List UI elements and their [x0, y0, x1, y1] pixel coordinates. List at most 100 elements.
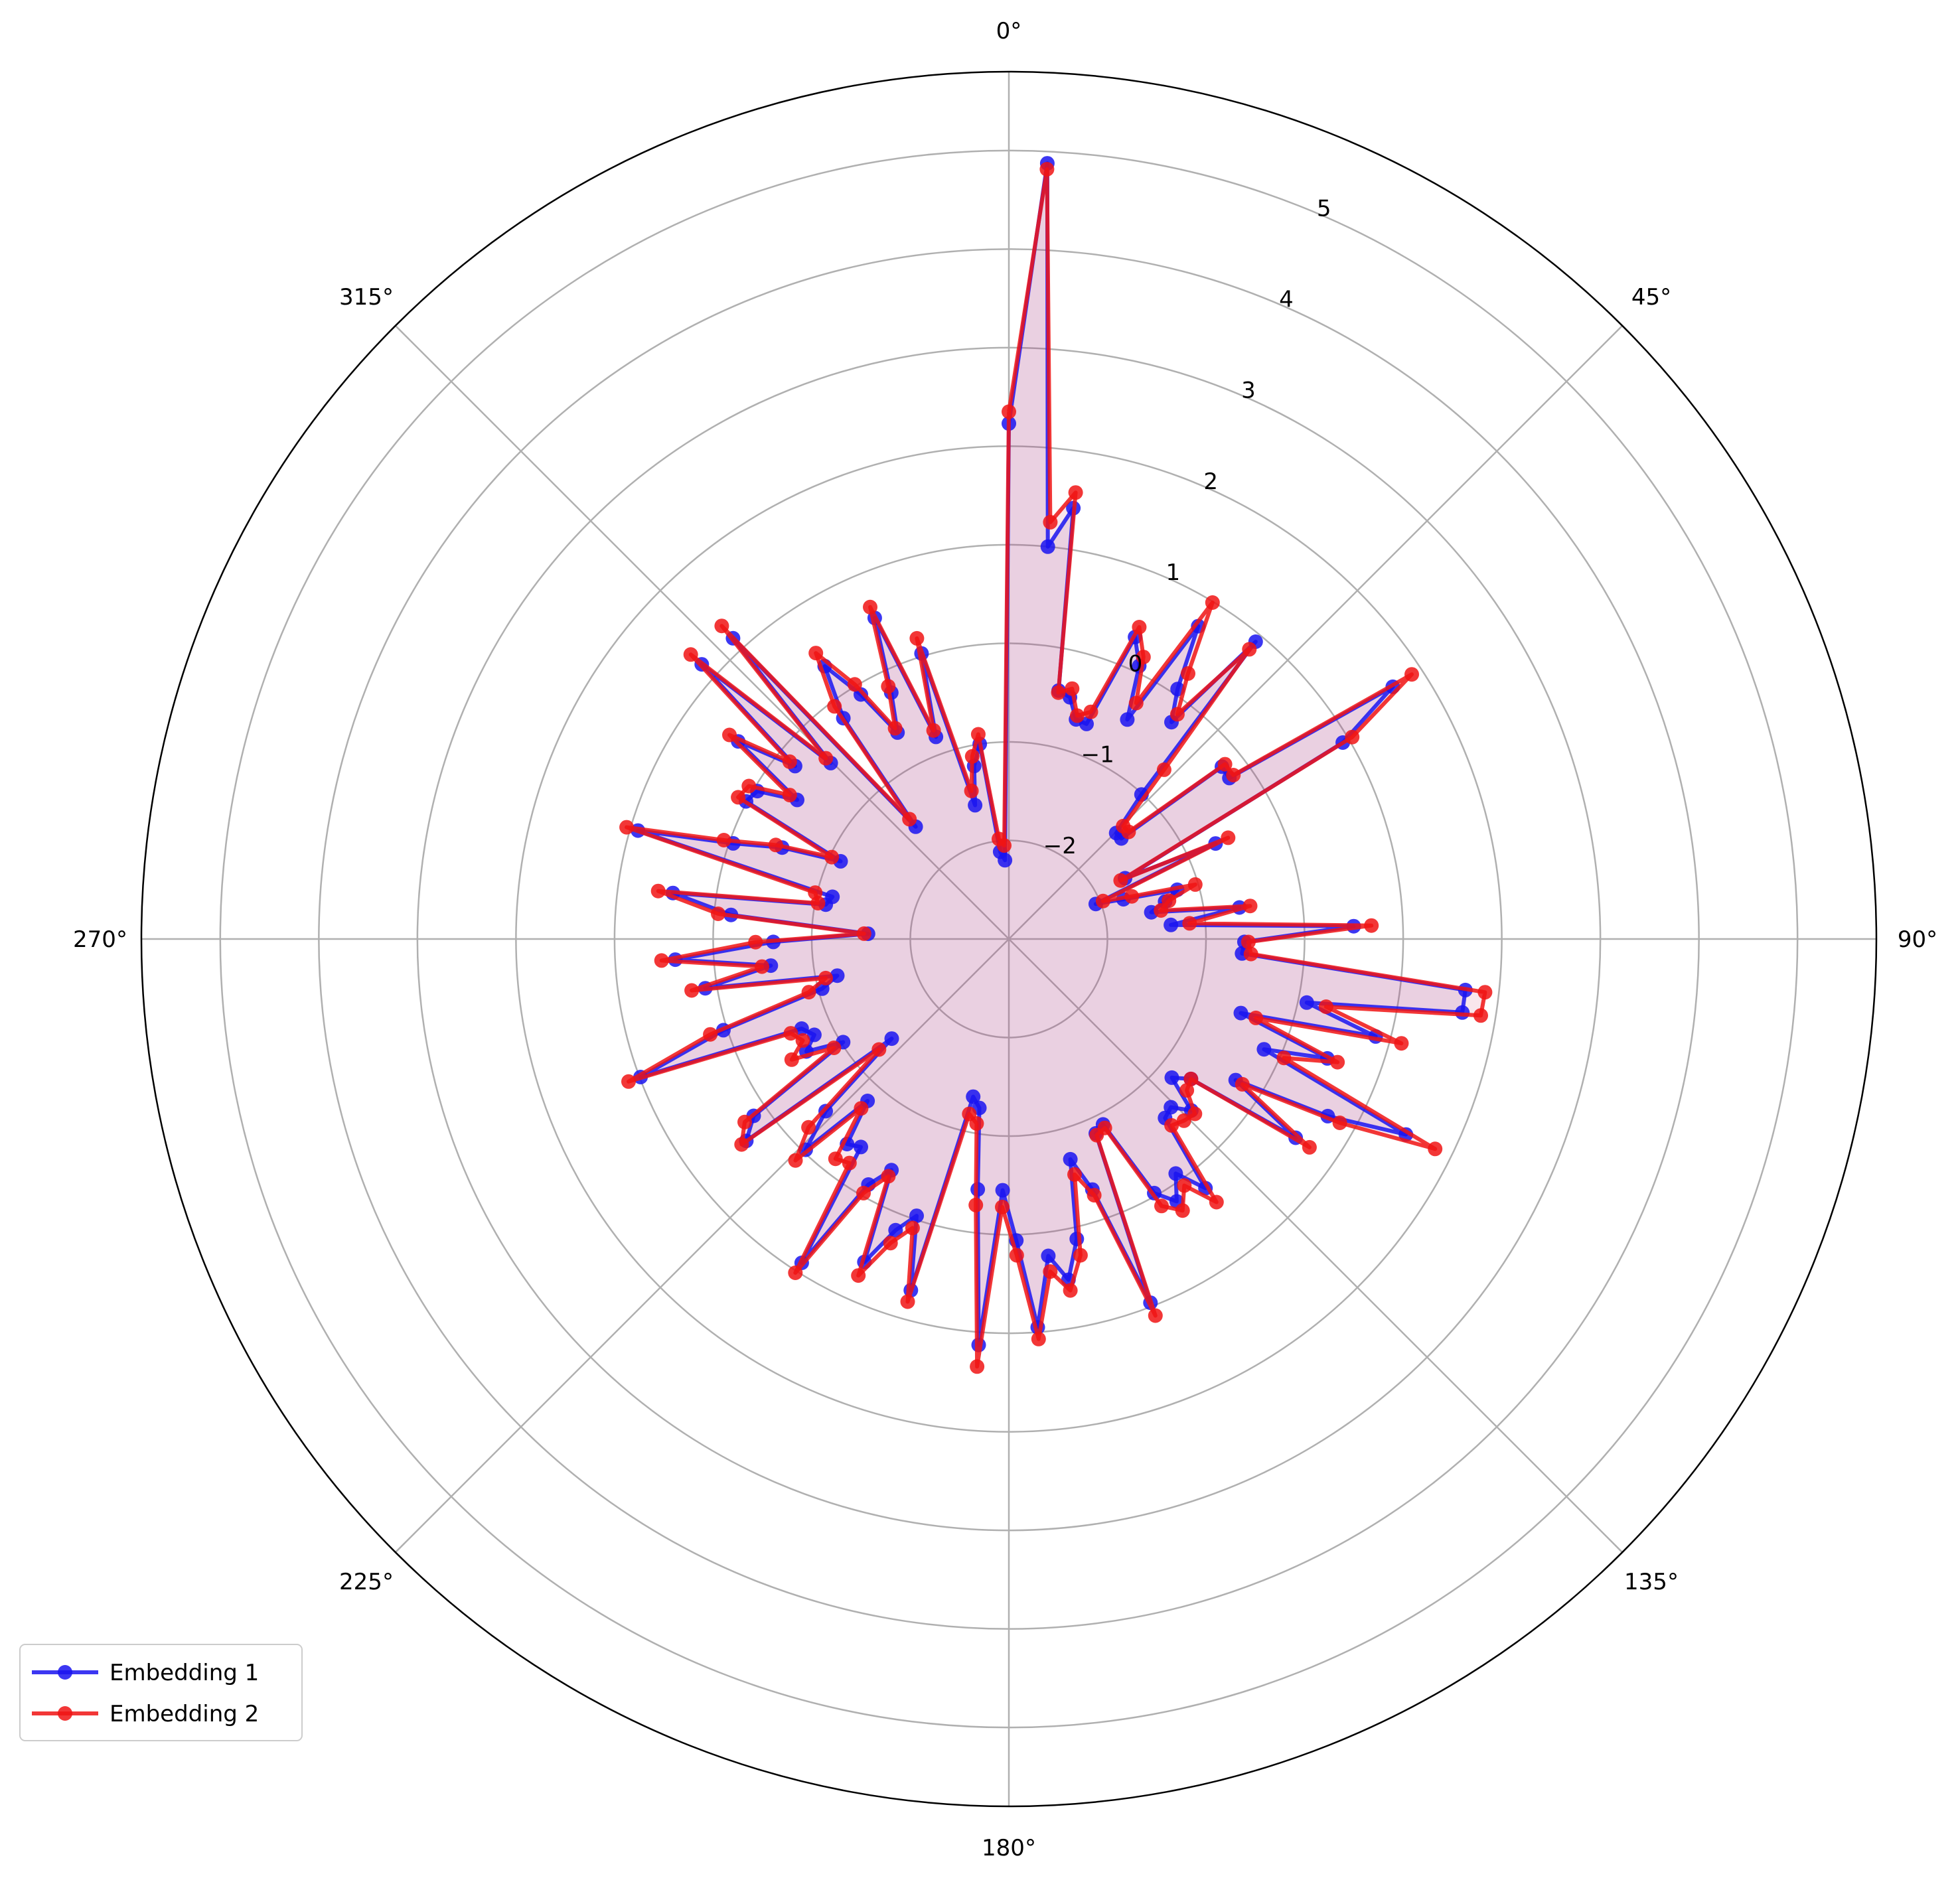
radial-tick-label: −1	[1081, 742, 1114, 768]
data-point	[748, 934, 763, 950]
data-point	[1043, 1264, 1058, 1279]
data-point	[851, 1268, 866, 1283]
angular-gridline	[394, 938, 1010, 1554]
angular-gridline	[1008, 938, 1623, 1554]
data-point	[1164, 917, 1179, 932]
data-point	[1179, 1083, 1195, 1098]
data-point	[1302, 1139, 1317, 1155]
data-point	[1428, 1141, 1443, 1157]
data-point	[854, 1139, 868, 1155]
angle-tick-label: 180°	[982, 1835, 1036, 1861]
data-point	[684, 983, 700, 998]
data-point	[1345, 729, 1360, 745]
data-point	[1083, 704, 1098, 719]
data-point	[801, 1120, 816, 1135]
data-point	[1221, 830, 1236, 845]
data-point	[1162, 893, 1177, 908]
data-point	[1176, 1113, 1191, 1128]
data-point	[1041, 1248, 1056, 1264]
data-point	[1364, 918, 1379, 933]
data-point	[1169, 707, 1185, 722]
data-point	[856, 926, 871, 941]
data-point	[856, 1185, 871, 1200]
data-point	[1164, 1070, 1179, 1085]
data-point	[1095, 893, 1110, 908]
data-point	[1276, 1050, 1292, 1066]
data-point	[964, 783, 979, 798]
data-point	[888, 1222, 903, 1238]
data-point	[854, 1101, 869, 1116]
angle-tick-label: 0°	[996, 18, 1022, 44]
data-point	[998, 853, 1013, 868]
data-point	[1330, 1054, 1345, 1070]
data-point	[1182, 916, 1197, 931]
data-point	[826, 1041, 842, 1055]
data-point	[1332, 1116, 1347, 1130]
data-point	[968, 798, 983, 813]
data-point	[1069, 1232, 1085, 1246]
data-point	[900, 1294, 915, 1309]
radial-tick-label: 5	[1317, 195, 1331, 222]
data-point	[1299, 995, 1314, 1010]
data-point	[881, 679, 896, 694]
data-point	[1477, 985, 1493, 1000]
data-point	[1121, 824, 1136, 839]
data-point	[1068, 485, 1083, 500]
data-point	[1063, 1151, 1078, 1167]
data-point	[784, 1052, 799, 1067]
data-point	[731, 790, 746, 805]
data-point	[788, 1153, 803, 1168]
radial-tick-label: 2	[1203, 469, 1218, 495]
data-point	[1318, 999, 1333, 1014]
data-point	[1241, 934, 1256, 950]
data-point	[1394, 1036, 1409, 1051]
data-point	[842, 1155, 857, 1171]
data-point	[714, 618, 729, 634]
data-point	[1124, 889, 1140, 904]
data-point	[1120, 712, 1135, 727]
data-point	[1087, 1188, 1102, 1203]
data-point	[808, 885, 823, 901]
data-point	[884, 1031, 899, 1047]
data-point	[1243, 946, 1258, 962]
data-point	[621, 1074, 636, 1089]
data-point	[968, 1197, 984, 1212]
data-point	[801, 985, 816, 1000]
data-point	[1175, 1203, 1190, 1218]
data-point	[1065, 681, 1080, 696]
data-point	[741, 778, 757, 794]
series-layer	[619, 156, 1493, 1374]
legend-label: Embedding 1	[110, 1660, 259, 1686]
data-point	[650, 883, 666, 899]
data-point	[818, 751, 834, 766]
data-point	[734, 1137, 749, 1152]
data-point	[1009, 1248, 1024, 1263]
data-point	[909, 630, 925, 646]
data-point	[1043, 514, 1058, 530]
data-point	[1187, 877, 1203, 892]
data-point	[1164, 1100, 1179, 1115]
data-point	[711, 906, 725, 921]
data-point	[768, 837, 783, 853]
data-point	[1051, 685, 1066, 700]
data-point	[737, 1114, 752, 1129]
data-point	[1040, 539, 1055, 554]
radial-tick-label: −2	[1043, 833, 1077, 859]
data-point	[1256, 1042, 1272, 1057]
legend-marker	[58, 1706, 72, 1721]
data-point	[1113, 873, 1128, 888]
data-point	[1070, 708, 1085, 723]
data-point	[1073, 1248, 1088, 1263]
angle-tick-label: 45°	[1631, 284, 1671, 311]
data-point	[997, 838, 1012, 853]
data-point	[871, 1042, 887, 1057]
data-point	[1248, 1010, 1264, 1025]
data-point	[808, 646, 824, 661]
radial-tick-label: 4	[1279, 287, 1294, 313]
data-point	[995, 1199, 1010, 1214]
data-point	[887, 721, 903, 736]
data-point	[1177, 1178, 1192, 1193]
data-point	[1187, 1106, 1203, 1122]
data-point	[824, 849, 840, 865]
